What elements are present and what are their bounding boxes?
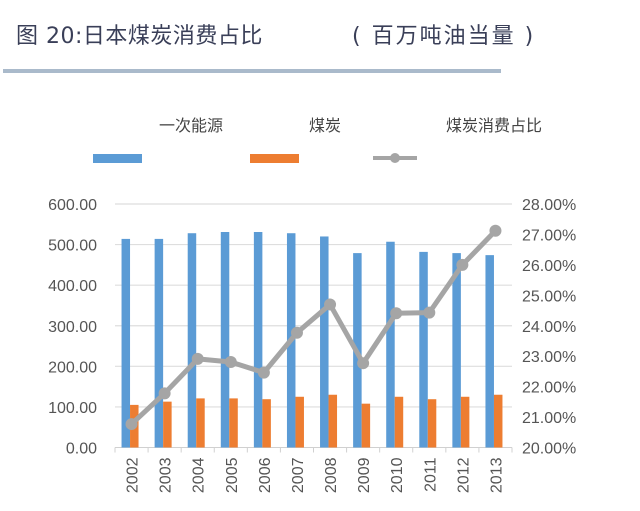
bar-coal-2009	[361, 403, 371, 448]
x-tick-label: 2010	[389, 457, 406, 493]
y-right-tick-label: 28.00%	[522, 197, 576, 214]
line-point-2002	[125, 418, 138, 431]
legend-marker	[390, 153, 400, 163]
line-point-2013	[489, 224, 502, 237]
y-right-tick-label: 24.00%	[522, 319, 576, 336]
line-point-2007	[290, 326, 303, 339]
x-tick-label: 2003	[158, 457, 175, 493]
bar-coal-2013	[493, 394, 503, 448]
y-left-tick-label: 200.00	[48, 359, 97, 376]
bar-primary-energy-2013	[485, 255, 494, 448]
legend-label: 一次能源	[159, 116, 223, 135]
line-point-2004	[191, 352, 204, 365]
bar-primary-energy-2008	[320, 236, 329, 448]
y-right-tick-label: 25.00%	[522, 288, 576, 305]
bar-coal-2010	[394, 396, 404, 448]
x-tick-label: 2004	[191, 457, 208, 493]
legend-label: 煤炭消费占比	[446, 116, 542, 135]
line-point-2006	[257, 366, 270, 379]
bar-primary-energy-2002	[121, 238, 131, 448]
bar-primary-energy-2011	[419, 251, 428, 448]
line-point-2009	[357, 357, 370, 370]
bar-primary-energy-2012	[452, 253, 461, 448]
x-tick-label: 2008	[323, 457, 340, 493]
bar-coal-2006	[262, 399, 271, 448]
line-point-2008	[324, 298, 337, 311]
legend-label: 煤炭	[309, 116, 341, 135]
y-right-tick-label: 23.00%	[522, 349, 576, 366]
y-left-tick-label: 100.00	[48, 400, 97, 417]
y-left-tick-label: 400.00	[48, 278, 97, 295]
y-right-tick-label: 20.00%	[522, 441, 576, 458]
chart-title: 图 20:日本煤炭消费占比	[16, 24, 263, 49]
x-tick-label: 2007	[290, 457, 307, 493]
line-point-2011	[423, 306, 436, 319]
y-right-tick-label: 27.00%	[522, 227, 576, 244]
legend-swatch	[250, 154, 299, 163]
y-left-tick-label: 500.00	[48, 238, 97, 255]
y-left-tick-label: 600.00	[48, 197, 97, 214]
title-divider	[3, 69, 501, 73]
line-coal-share	[129, 229, 498, 426]
line-point-2010	[390, 307, 403, 320]
bar-primary-energy-2005	[220, 232, 230, 448]
y-right-tick-label: 22.00%	[522, 380, 576, 397]
y-right-tick-label: 26.00%	[522, 258, 576, 275]
bar-coal-2008	[328, 394, 338, 448]
y-left-tick-label: 300.00	[48, 319, 97, 336]
bar-primary-energy-2006	[253, 232, 263, 448]
bar-coal-2005	[229, 398, 238, 448]
bar-coal-2012	[460, 396, 470, 448]
bar-coal-2007	[295, 396, 304, 448]
line-point-2003	[158, 387, 171, 400]
bar-primary-energy-2004	[187, 233, 197, 448]
x-tick-label: 2009	[356, 457, 373, 493]
legend-swatch	[93, 154, 142, 163]
line-point-2012	[456, 258, 469, 271]
x-tick-label: 2002	[125, 457, 142, 493]
bar-primary-energy-2003	[154, 238, 164, 448]
bar-primary-energy-2010	[386, 241, 395, 448]
bar-coal-2011	[427, 399, 437, 448]
chart-unit: ( 百万吨油当量 )	[352, 24, 536, 49]
y-right-tick-label: 21.00%	[522, 410, 576, 427]
x-tick-label: 2013	[488, 457, 505, 493]
x-tick-label: 2006	[257, 457, 274, 493]
x-tick-label: 2005	[224, 457, 241, 493]
y-left-tick-label: 0.00	[66, 441, 97, 458]
bar-coal-2004	[196, 398, 205, 448]
x-tick-label: 2011	[422, 457, 439, 492]
x-tick-label: 2012	[455, 457, 472, 493]
bar-coal-2003	[163, 401, 172, 448]
line-point-2005	[224, 355, 237, 368]
